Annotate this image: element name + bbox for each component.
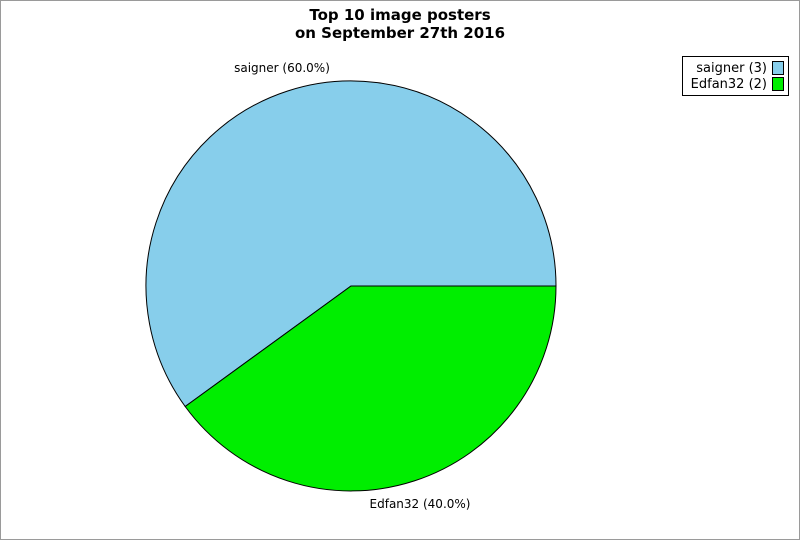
legend-box: saigner (3) Edfan32 (2) — [681, 56, 789, 96]
chart-title-line1: Top 10 image posters — [309, 6, 491, 24]
slice-callout-Edfan32: Edfan32 (40.0%) — [369, 497, 471, 511]
pie-slice-Edfan32 — [184, 285, 557, 492]
legend-label-saigner: saigner (3) — [696, 60, 767, 76]
legend-label-Edfan32: Edfan32 (2) — [690, 76, 767, 92]
legend-row-saigner: saigner (3) — [691, 60, 784, 76]
legend-row-Edfan32: Edfan32 (2) — [691, 76, 784, 92]
chart-title: Top 10 image posters on September 27th 2… — [1, 6, 799, 42]
legend-swatch-saigner — [772, 61, 784, 75]
pie-slice-saigner — [145, 80, 557, 408]
chart-title-line2: on September 27th 2016 — [294, 24, 506, 42]
slice-callout-saigner: saigner (60.0%) — [234, 61, 330, 75]
legend-swatch-Edfan32 — [772, 77, 784, 91]
